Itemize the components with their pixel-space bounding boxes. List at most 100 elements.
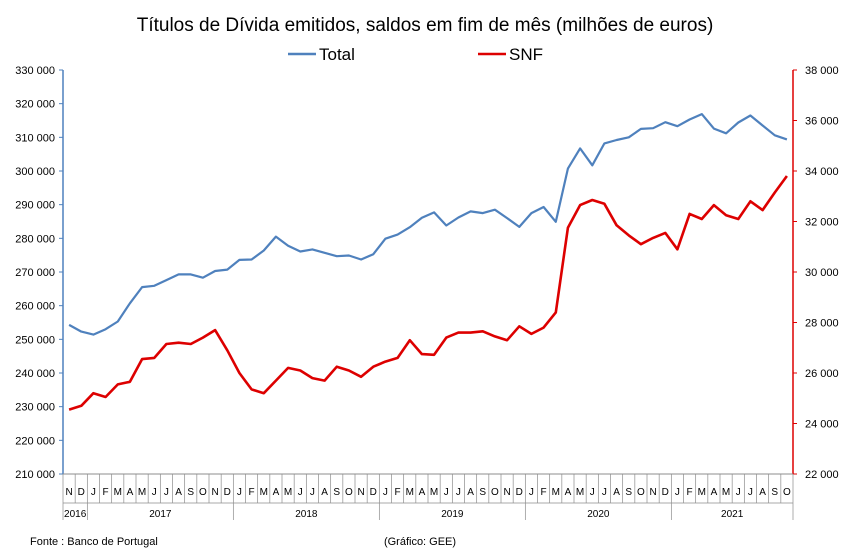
x-month-label: M [576,487,584,498]
x-month-label: M [406,487,414,498]
left-tick-label: 240 000 [15,368,55,380]
x-month-label: O [491,487,499,498]
x-month-label: A [613,487,620,498]
x-month-label: D [516,487,523,498]
right-tick-label: 32 000 [805,217,839,229]
x-month-label: M [430,487,438,498]
x-month-label: F [103,487,109,498]
x-month-label: D [78,487,85,498]
left-tick-label: 330 000 [15,65,55,77]
x-month-label: A [711,487,718,498]
left-tick-label: 220 000 [15,435,55,447]
left-tick-label: 310 000 [15,132,55,144]
x-month-label: S [771,487,778,498]
x-year-label: 2018 [295,509,318,520]
x-month-label: N [65,487,72,498]
legend-label-snf: SNF [509,45,543,64]
x-year-label: 2017 [149,509,172,520]
x-month-label: J [456,487,461,498]
series-line-total [68,112,788,336]
chart-title: Títulos de Dívida emitidos, saldos em fi… [137,15,714,36]
right-tick-label: 36 000 [805,116,839,128]
right-tick-label: 34 000 [805,166,839,178]
left-tick-label: 320 000 [15,99,55,111]
left-tick-label: 230 000 [15,402,55,414]
x-month-label: M [284,487,292,498]
credit-note: (Gráfico: GEE) [384,536,456,548]
x-month-label: A [565,487,572,498]
x-month-label: O [637,487,645,498]
x-month-label: J [152,487,157,498]
x-month-label: N [649,487,656,498]
x-month-label: A [273,487,280,498]
x-month-label: J [444,487,449,498]
legend: Total SNF [288,45,543,64]
x-month-label: J [748,487,753,498]
x-month-label: M [552,487,560,498]
legend-label-total: Total [319,45,355,64]
x-month-label: S [333,487,340,498]
x-month-label: O [783,487,791,498]
x-month-label: M [260,487,268,498]
x-month-label: J [602,487,607,498]
x-month-label: F [249,487,255,498]
x-month-label: A [321,487,328,498]
x-year-label: 2016 [64,509,87,520]
x-month-label: S [479,487,486,498]
x-month-label: F [395,487,401,498]
x-month-label: D [370,487,377,498]
x-month-label: F [541,487,547,498]
x-month-label: J [529,487,534,498]
x-month-label: J [590,487,595,498]
x-month-label: N [357,487,364,498]
series-line-snf [68,175,788,411]
right-tick-label: 24 000 [805,419,839,431]
left-axis-ticks: 330 000 320 000 310 000 300 000 290 000 280 0… [15,65,63,481]
x-month-label: F [687,487,693,498]
x-month-label: J [736,487,741,498]
x-month-label: N [211,487,218,498]
right-tick-label: 38 000 [805,65,839,77]
x-month-label: J [91,487,96,498]
x-year-label: 2019 [441,509,464,520]
right-tick-label: 28 000 [805,318,839,330]
x-year-label: 2021 [721,509,744,520]
left-tick-label: 290 000 [15,200,55,212]
left-tick-label: 260 000 [15,301,55,313]
x-month-label: O [199,487,207,498]
x-month-label: J [298,487,303,498]
x-month-label: J [383,487,388,498]
x-month-label: D [662,487,669,498]
x-year-label: 2020 [587,509,610,520]
x-month-label: D [224,487,231,498]
source-note: Fonte : Banco de Portugal [30,536,158,548]
left-tick-label: 280 000 [15,233,55,245]
axes [62,70,794,475]
x-month-label: S [187,487,194,498]
right-tick-label: 30 000 [805,267,839,279]
x-month-label: A [419,487,426,498]
x-month-label: S [625,487,632,498]
left-tick-label: 250 000 [15,334,55,346]
x-month-label: M [114,487,122,498]
x-month-label: A [127,487,134,498]
x-month-label: J [164,487,169,498]
x-month-label: J [237,487,242,498]
x-month-label: N [503,487,510,498]
x-month-label: A [467,487,474,498]
x-month-label: M [698,487,706,498]
x-month-label: O [345,487,353,498]
left-tick-label: 270 000 [15,267,55,279]
x-month-label: J [675,487,680,498]
right-axis-ticks: 38 000 36 000 34 000 32 000 30 000 28 000 26 0… [793,65,839,481]
left-tick-label: 210 000 [15,469,55,481]
x-month-label: M [138,487,146,498]
plot-lines [68,112,788,411]
right-tick-label: 22 000 [805,469,839,481]
x-month-label: A [759,487,766,498]
left-tick-label: 300 000 [15,166,55,178]
x-month-label: M [722,487,730,498]
right-tick-label: 26 000 [805,368,839,380]
